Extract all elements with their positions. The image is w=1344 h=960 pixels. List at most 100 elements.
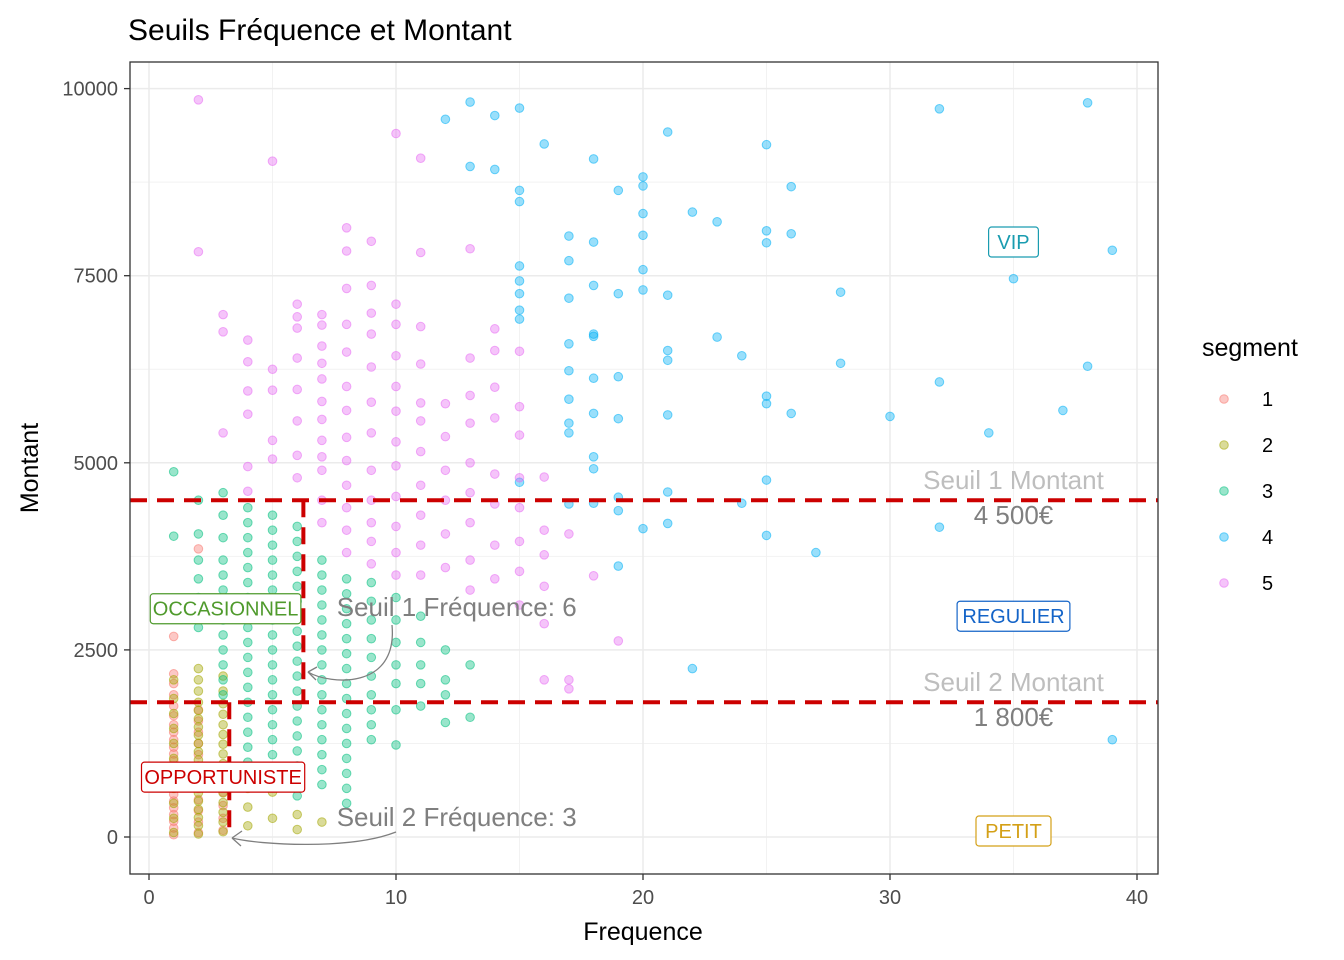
data-point	[687, 663, 698, 674]
legend-key-3	[1219, 486, 1229, 496]
data-point	[514, 566, 525, 577]
data-point	[465, 555, 475, 565]
data-point	[564, 365, 574, 376]
data-point	[193, 529, 204, 539]
data-point	[514, 430, 525, 440]
data-point	[292, 521, 303, 532]
data-point	[440, 114, 451, 125]
segment-label-regulier: REGULIER	[956, 600, 1071, 632]
data-point	[267, 555, 278, 565]
data-point	[168, 531, 179, 541]
data-point	[317, 414, 327, 425]
data-point	[218, 585, 228, 595]
data-point	[490, 324, 500, 334]
segment-label-box	[149, 593, 302, 625]
data-point	[168, 678, 179, 689]
segment-label-vip: VIP	[987, 226, 1039, 258]
legend-label-3: 3	[1262, 481, 1273, 503]
data-point	[391, 460, 401, 471]
chart-title: Seuils Fréquence et Montant	[128, 14, 512, 47]
data-point	[613, 288, 624, 299]
data-point	[317, 660, 327, 670]
data-point	[415, 637, 426, 648]
segment-label-text: PETIT	[985, 821, 1042, 843]
data-point	[366, 577, 377, 588]
data-point	[267, 435, 278, 446]
data-point	[366, 704, 377, 715]
data-point	[341, 633, 352, 644]
data-point	[243, 577, 253, 588]
data-point	[243, 802, 253, 812]
data-point	[415, 660, 426, 670]
data-point	[267, 364, 278, 375]
data-point	[341, 648, 352, 659]
data-point	[292, 450, 303, 461]
data-point	[613, 413, 624, 424]
data-point	[564, 255, 574, 266]
data-point	[292, 323, 303, 333]
data-point	[564, 394, 574, 404]
data-point	[168, 798, 179, 809]
data-point	[391, 660, 401, 670]
data-point	[712, 217, 722, 227]
data-point	[984, 428, 994, 438]
data-point	[564, 293, 574, 303]
data-point	[341, 246, 352, 256]
data-point	[564, 418, 574, 428]
data-point	[514, 346, 525, 357]
data-point	[193, 686, 204, 696]
data-point	[243, 682, 253, 693]
data-point	[588, 373, 599, 384]
data-point	[415, 611, 426, 622]
data-point	[292, 416, 303, 426]
data-point	[391, 299, 401, 309]
data-point	[564, 675, 574, 685]
data-point	[168, 813, 179, 824]
data-point	[341, 347, 352, 357]
data-point	[366, 536, 377, 547]
data-point	[218, 807, 228, 818]
data-point	[292, 384, 303, 395]
data-point	[415, 321, 426, 332]
data-point	[662, 410, 673, 420]
data-point	[341, 574, 352, 584]
data-point	[835, 358, 846, 369]
data-point	[1058, 405, 1068, 416]
data-point	[317, 374, 327, 384]
data-point	[465, 161, 475, 172]
data-point	[243, 486, 253, 497]
data-point	[662, 127, 673, 137]
data-point	[317, 600, 327, 610]
data-point	[317, 630, 327, 640]
data-point	[465, 458, 475, 468]
data-point	[440, 431, 451, 442]
data-point	[885, 411, 895, 422]
data-point	[465, 487, 475, 498]
y-tick-label: 10000	[62, 79, 118, 101]
data-point	[341, 678, 352, 689]
segment-label-opportuniste: OPPORTUNISTE	[140, 761, 306, 793]
data-point	[391, 704, 401, 715]
data-point	[193, 555, 204, 565]
data-point	[267, 385, 278, 396]
data-point	[292, 626, 303, 636]
data-point	[267, 690, 278, 700]
data-point	[292, 686, 303, 696]
data-point	[490, 413, 500, 423]
data-point	[341, 783, 352, 794]
data-point	[292, 551, 303, 562]
data-point	[243, 461, 253, 472]
data-point	[514, 196, 525, 207]
data-point	[366, 308, 377, 318]
data-point	[514, 502, 525, 513]
data-point	[168, 753, 179, 764]
data-point	[341, 663, 352, 674]
legend-key-2	[1219, 440, 1229, 450]
data-point	[341, 768, 352, 779]
data-point	[588, 237, 599, 247]
data-point	[391, 592, 401, 603]
series-4	[440, 97, 1118, 745]
data-point	[415, 480, 426, 491]
annotation-text: Seuil 2 Montant	[923, 667, 1104, 697]
data-point	[168, 829, 179, 840]
